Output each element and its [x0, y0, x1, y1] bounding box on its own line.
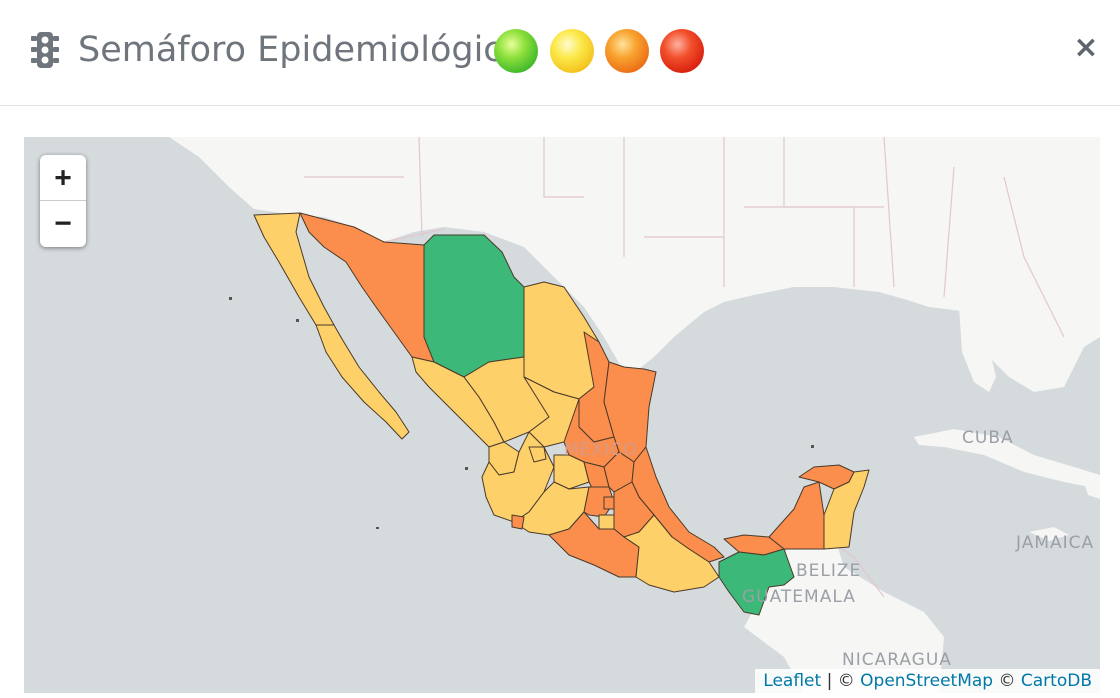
modal-header: Semáforo Epidemiológico ×: [0, 0, 1120, 106]
north-america-land: [169, 137, 1100, 392]
state-chiapas: [718, 548, 795, 616]
label-guatemala: GUATEMALA: [742, 587, 856, 607]
green-light-icon: [494, 29, 538, 73]
map-canvas: [169, 137, 1100, 693]
cartodb-link[interactable]: CartoDB: [1020, 671, 1092, 691]
yellow-light-icon: [550, 29, 594, 73]
epidemiological-map[interactable]: MÉXICO CUBA JAMAICA BELIZE GUATEMALA NIC…: [24, 137, 1100, 693]
zoom-in-button[interactable]: +: [40, 155, 86, 201]
state-quintana-roo: [823, 469, 870, 550]
hispaniola-land: [1084, 477, 1100, 499]
traffic-light-icon: [31, 32, 59, 68]
florida-land: [959, 307, 996, 392]
label-jamaica: JAMAICA: [1016, 533, 1095, 553]
state-morelos: [598, 514, 615, 530]
state-baja-california-sur: [315, 324, 410, 440]
cuba-land: [914, 429, 1100, 489]
zoom-control: + −: [40, 155, 86, 247]
attribution-separator-2: ©: [993, 671, 1021, 691]
state-aguascalientes: [528, 446, 547, 463]
attribution-separator: | ©: [821, 671, 861, 691]
map-attribution: Leaflet | © OpenStreetMap © CartoDB: [755, 669, 1100, 693]
leaflet-link[interactable]: Leaflet: [763, 671, 822, 691]
modal-title: Semáforo Epidemiológico: [78, 30, 524, 70]
zoom-out-button[interactable]: −: [54, 206, 72, 239]
state-campeche: [768, 481, 825, 550]
label-nicaragua: NICARAGUA: [842, 650, 952, 670]
label-mexico: MÉXICO: [564, 440, 638, 460]
orange-light-icon: [605, 29, 649, 73]
jamaica-land: [1029, 527, 1069, 541]
red-light-icon: [660, 29, 704, 73]
label-belize: BELIZE: [796, 561, 862, 581]
central-america-land: [744, 535, 944, 693]
close-button[interactable]: ×: [1073, 30, 1099, 65]
state-sonora: [299, 212, 435, 363]
openstreetmap-link[interactable]: OpenStreetMap: [860, 671, 994, 691]
state-colima: [511, 514, 525, 530]
label-cuba: CUBA: [962, 428, 1014, 448]
state-chihuahua: [423, 234, 525, 378]
state-cdmx: [603, 496, 615, 510]
